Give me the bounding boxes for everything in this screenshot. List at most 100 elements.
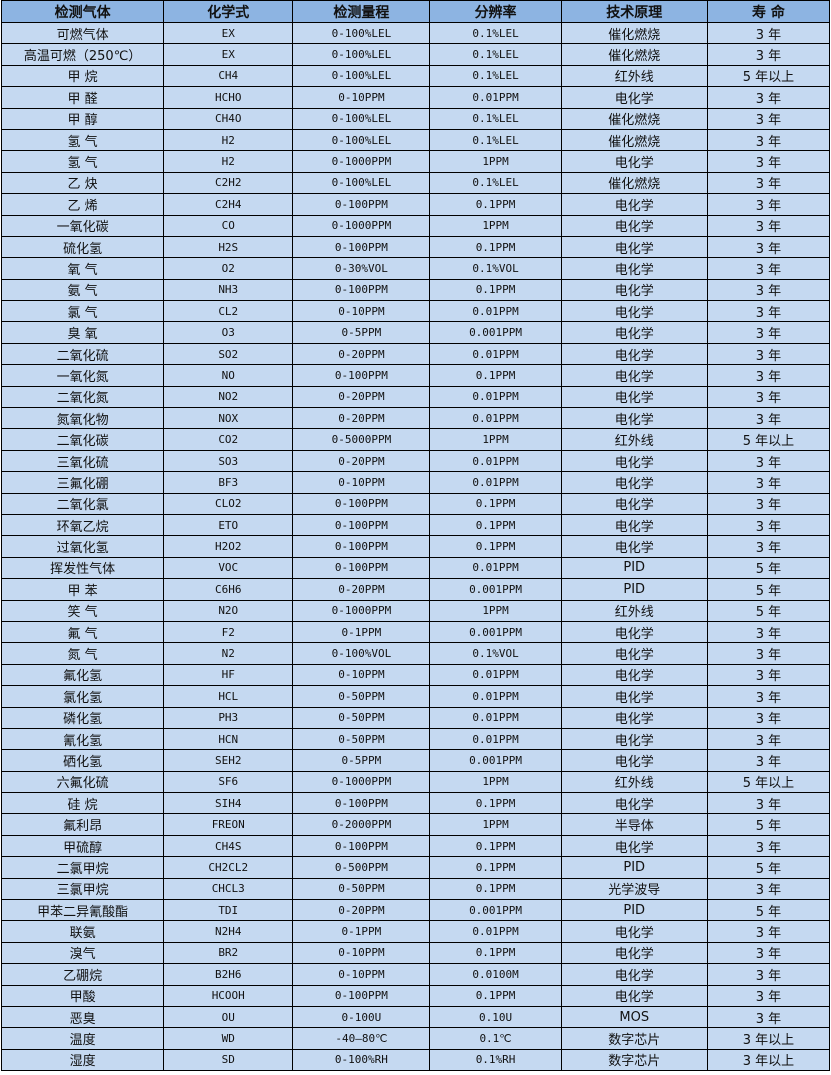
cell-gas: 一氧化碳 [0,214,165,237]
cell-principle: 红外线 [560,599,708,622]
cell-lifespan: 3 年 [706,706,831,729]
cell-range: 0-10PPM [292,941,431,965]
cell-resolution: 0.01PPM [429,556,562,580]
table-row: 甲 烷 CH4 0-100%LEL 0.1%LEL 红外线 5 年以上 [0,64,831,88]
cell-principle: 电化学 [560,663,708,687]
table-row: 氟化氢 HF 0-10PPM 0.01PPM 电化学 3 年 [0,663,831,687]
cell-principle: 电化学 [560,535,708,558]
cell-gas: 氯化氢 [0,685,165,708]
cell-resolution: 0.1PPM [429,941,562,965]
cell-principle: 电化学 [560,407,708,430]
table-row: 二氧化碳 CO2 0-5000PPM 1PPM 红外线 5 年以上 [0,428,831,451]
cell-formula: HCL [163,685,294,708]
cell-resolution: 0.1PPM [429,513,562,537]
table-row: 甲酸 HCOOH 0-100PPM 0.1PPM 电化学 3 年 [0,984,831,1007]
cell-gas: 乙硼烷 [0,963,165,986]
cell-range: 0-1000PPM [292,770,431,794]
cell-formula: C2H2 [163,171,294,195]
cell-gas: 氮氧化物 [0,407,165,430]
cell-lifespan: 5 年 [706,813,831,836]
table-row: 二氧化氯 CLO2 0-100PPM 0.1PPM 电化学 3 年 [0,492,831,515]
cell-principle: 电化学 [560,792,708,815]
cell-lifespan: 3 年 [706,963,831,986]
cell-formula: PH3 [163,706,294,729]
table-row: 乙 炔 C2H2 0-100%LEL 0.1%LEL 催化燃烧 3 年 [0,171,831,195]
cell-formula: CO [163,214,294,237]
cell-principle: PID [560,578,708,601]
table-row: 六氟化硫 SF6 0-1000PPM 1PPM 红外线 5 年以上 [0,770,831,794]
cell-lifespan: 3 年 [706,107,831,130]
table-row: 氰化氢 HCN 0-50PPM 0.01PPM 电化学 3 年 [0,727,831,751]
cell-range: 0-20PPM [292,899,431,922]
cell-resolution: 0.01PPM [429,86,562,109]
cell-resolution: 0.001PPM [429,899,562,922]
cell-formula: H2 [163,150,294,173]
cell-gas: 氧 气 [0,257,165,280]
cell-resolution: 1PPM [429,150,562,173]
cell-gas: 一氧化氮 [0,364,165,387]
cell-principle: 电化学 [560,471,708,494]
table-row: 二氯甲烷 CH2CL2 0-500PPM 0.1PPM PID 5 年 [0,856,831,879]
cell-formula: CH4 [163,64,294,88]
cell-gas: 氯 气 [0,300,165,323]
cell-formula: EX [163,21,294,45]
cell-formula: OU [163,1005,294,1029]
cell-lifespan: 5 年 [706,599,831,622]
cell-gas: 氨 气 [0,278,165,302]
cell-lifespan: 3 年 [706,449,831,473]
cell-range: 0-100PPM [292,513,431,537]
cell-resolution: 0.1PPM [429,492,562,515]
table-row: 氯化氢 HCL 0-50PPM 0.01PPM 电化学 3 年 [0,685,831,708]
cell-resolution: 0.1PPM [429,535,562,558]
cell-gas: 硒化氢 [0,749,165,772]
cell-range: 0-100PPM [292,278,431,302]
cell-resolution: 0.1%LEL [429,43,562,66]
cell-lifespan: 3 年 [706,642,831,665]
cell-principle: 电化学 [560,193,708,216]
cell-principle: 电化学 [560,300,708,323]
cell-formula: O2 [163,257,294,280]
cell-lifespan: 3 年 [706,834,831,858]
cell-principle: 电化学 [560,342,708,366]
cell-resolution: 0.01PPM [429,663,562,687]
cell-resolution: 0.001PPM [429,321,562,344]
cell-formula: NOX [163,407,294,430]
table-row: 硒化氢 SEH2 0-5PPM 0.001PPM 电化学 3 年 [0,749,831,772]
cell-gas: 氰化氢 [0,727,165,751]
table-row: 臭 氧 O3 0-5PPM 0.001PPM 电化学 3 年 [0,321,831,344]
cell-principle: 电化学 [560,321,708,344]
cell-lifespan: 3 年 [706,21,831,45]
cell-resolution: 0.1PPM [429,364,562,387]
cell-lifespan: 3 年 [706,792,831,815]
cell-principle: 电化学 [560,920,708,943]
cell-principle: 电化学 [560,834,708,858]
cell-range: 0-10PPM [292,86,431,109]
cell-gas: 联氨 [0,920,165,943]
cell-gas: 磷化氢 [0,706,165,729]
cell-formula: ETO [163,513,294,537]
cell-formula: SIH4 [163,792,294,815]
cell-principle: PID [560,856,708,879]
cell-formula: H2S [163,235,294,259]
cell-gas: 氟 气 [0,620,165,644]
cell-formula: CO2 [163,428,294,451]
cell-lifespan: 5 年以上 [706,770,831,794]
cell-range: 0-10PPM [292,471,431,494]
cell-range: 0-1PPM [292,620,431,644]
cell-gas: 三氯甲烷 [0,877,165,901]
cell-formula: N2O [163,599,294,622]
cell-formula: TDI [163,899,294,922]
cell-gas: 甲酸 [0,984,165,1007]
cell-principle: 数字芯片 [560,1027,708,1050]
cell-principle: 半导体 [560,813,708,836]
cell-formula: WD [163,1027,294,1050]
cell-resolution: 0.1PPM [429,856,562,879]
cell-resolution: 0.01PPM [429,300,562,323]
cell-principle: 电化学 [560,214,708,237]
cell-lifespan: 3 年 [706,86,831,109]
cell-range: 0-100%VOL [292,642,431,665]
cell-lifespan: 3 年 [706,193,831,216]
cell-principle: 电化学 [560,685,708,708]
cell-formula: CH2CL2 [163,856,294,879]
cell-principle: PID [560,899,708,922]
